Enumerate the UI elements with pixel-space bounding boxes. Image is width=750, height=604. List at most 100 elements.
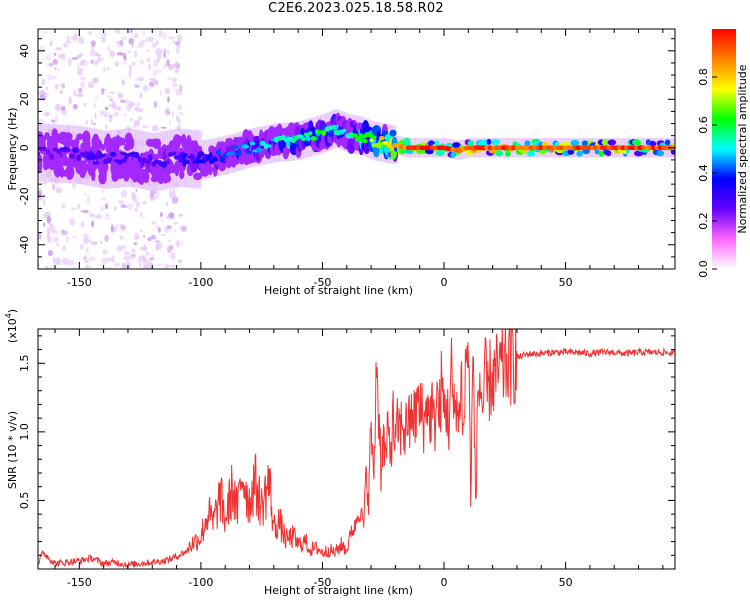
- heatmap-noise-blob: [177, 104, 182, 111]
- colorbar: [712, 29, 736, 269]
- heatmap-noise-blob: [164, 263, 170, 269]
- heatmap-noise-blob: [69, 218, 75, 226]
- heatmap-ridge-cell: [193, 172, 203, 181]
- heatmap-noise-blob: [66, 40, 71, 44]
- heatmap-noise-blob: [78, 87, 83, 93]
- heatmap-noise-blob: [101, 32, 108, 37]
- heatmap-noise-blob: [54, 52, 57, 56]
- heatmap-core-cell: [76, 154, 82, 161]
- heatmap-noise-blob: [123, 266, 130, 269]
- heatmap-ridge-cell: [435, 140, 440, 147]
- heatmap-ridge-cell: [361, 120, 370, 137]
- heatmap-noise-blob: [106, 67, 110, 70]
- heatmap-noise-blob: [133, 120, 141, 127]
- heatmap-noise-blob: [84, 260, 89, 263]
- heatmap-ridge-cell: [84, 136, 91, 151]
- heatmap-noise-blob: [91, 220, 95, 228]
- heatmap-noise-blob: [115, 29, 121, 35]
- heatmap-ridge-cell: [163, 174, 172, 183]
- heatmap-core-cell: [164, 160, 171, 164]
- heatmap-noise-blob: [79, 52, 84, 56]
- heatmap-noise-blob: [90, 45, 95, 52]
- heatmap-noise-blob: [116, 52, 124, 56]
- heatmap-ridge-cell: [670, 148, 675, 155]
- heatmap-core-cell: [109, 151, 117, 157]
- heatmap-noise-blob: [138, 261, 142, 268]
- heatmap-ridge-cell: [81, 160, 88, 175]
- heatmap-noise-blob: [56, 243, 60, 246]
- heatmap-noise-blob: [175, 239, 181, 248]
- colorbar-label: Normalized spectral amplitude: [736, 64, 749, 233]
- heatmap-noise-blob: [169, 64, 174, 68]
- heatmap-noise-blob: [178, 225, 183, 231]
- heatmap-ytick-label: -40: [18, 236, 31, 254]
- heatmap-noise-blob: [167, 77, 172, 80]
- heatmap-noise-blob: [49, 62, 54, 67]
- heatmap-noise-blob: [129, 29, 133, 34]
- heatmap-ridge-cell: [143, 170, 150, 184]
- heatmap-ylabel: Frequency (Hz): [6, 108, 19, 191]
- heatmap-ridge-cell: [116, 172, 125, 179]
- heatmap-noise-blob: [145, 49, 151, 52]
- heatmap-core-cell: [364, 132, 372, 138]
- heatmap-core-cell: [280, 134, 286, 141]
- colorbar-tick-label: 0.0: [697, 260, 710, 278]
- heatmap-noise-blob: [44, 111, 50, 117]
- heatmap-core-cell: [296, 134, 304, 139]
- heatmap-noise-blob: [138, 41, 145, 46]
- snr-xtick-label: 50: [559, 576, 573, 589]
- heatmap-ridge-cell: [62, 156, 69, 167]
- snr-frame: [37, 328, 676, 570]
- heatmap-noise-blob: [171, 111, 174, 118]
- heatmap-noise-blob: [52, 58, 59, 66]
- heatmap-core-cell: [178, 156, 184, 163]
- heatmap-noise-blob: [132, 125, 136, 128]
- heatmap-noise-blob: [47, 54, 51, 62]
- heatmap-noise-blob: [172, 222, 179, 225]
- heatmap-core-cell: [342, 128, 347, 133]
- heatmap-noise-blob: [79, 244, 84, 251]
- heatmap-noise-blob: [100, 197, 107, 201]
- heatmap-noise-blob: [104, 114, 107, 118]
- heatmap-ytick-label: 20: [18, 92, 31, 106]
- heatmap-noise-blob: [126, 98, 129, 104]
- heatmap-ridge-cell: [282, 146, 289, 160]
- heatmap-noise-blob: [114, 206, 117, 211]
- heatmap-noise-blob: [68, 96, 73, 105]
- heatmap-noise-blob: [153, 60, 159, 67]
- heatmap-noise-blob: [128, 70, 132, 79]
- heatmap-xtick-label: -150: [67, 276, 92, 289]
- heatmap-noise-blob: [94, 96, 98, 100]
- heatmap-noise-blob: [150, 234, 156, 240]
- heatmap-core-cell: [89, 153, 96, 159]
- heatmap-noise-blob: [144, 38, 149, 43]
- snr-multiplier-exp: 4: [4, 313, 13, 318]
- heatmap-core-cell: [389, 146, 395, 152]
- snr-ytick-label: 1.5: [18, 355, 31, 373]
- heatmap-noise-blob: [143, 234, 146, 239]
- heatmap-noise-blob: [139, 93, 143, 97]
- heatmap-noise-blob: [45, 56, 48, 60]
- heatmap-noise-blob: [62, 245, 66, 252]
- heatmap-noise-blob: [61, 257, 69, 265]
- heatmap-noise-blob: [52, 183, 55, 191]
- heatmap-core-cell: [116, 159, 123, 165]
- heatmap-noise-blob: [105, 124, 108, 130]
- heatmap-noise-blob: [156, 69, 162, 74]
- heatmap-noise-blob: [89, 49, 96, 57]
- heatmap-noise-blob: [55, 47, 62, 51]
- heatmap-noise-blob: [83, 233, 89, 239]
- heatmap-noise-blob: [73, 103, 78, 110]
- heatmap-ridge-cell: [206, 166, 214, 173]
- heatmap-noise-blob: [134, 85, 141, 88]
- heatmap-core-cell: [270, 138, 276, 142]
- heatmap-noise-blob: [123, 251, 131, 255]
- heatmap-noise-blob: [51, 119, 55, 123]
- heatmap-noise-blob: [61, 110, 67, 116]
- heatmap-noise-blob: [151, 77, 157, 84]
- heatmap-noise-blob: [145, 251, 149, 257]
- heatmap-ridge-cell: [526, 150, 536, 157]
- heatmap-noise-blob: [126, 202, 134, 211]
- heatmap-ridge-cell: [491, 139, 501, 146]
- heatmap-noise-blob: [76, 54, 82, 59]
